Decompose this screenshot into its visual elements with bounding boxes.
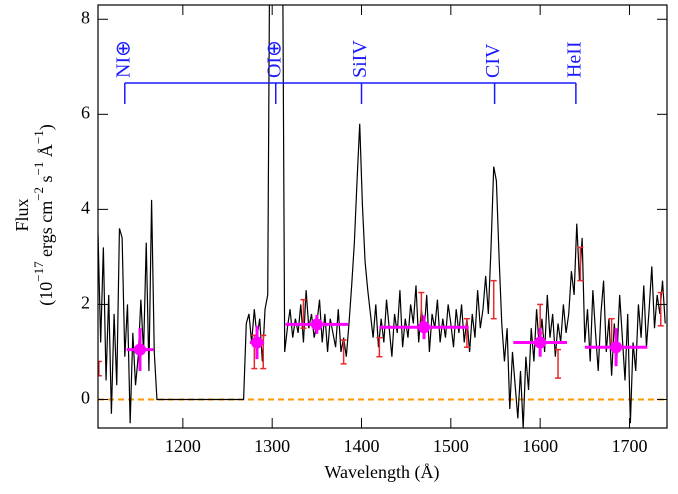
bin-point xyxy=(534,336,547,349)
y-axis-label-part: ) xyxy=(36,124,57,130)
error-bar xyxy=(490,279,497,320)
y-tick-label: 4 xyxy=(81,197,90,217)
y-axis-label-part: s xyxy=(36,175,56,187)
line-id-label: HeII xyxy=(563,41,585,78)
plot-area xyxy=(98,5,667,428)
x-tick-label: 1400 xyxy=(344,436,380,456)
error-bar xyxy=(577,246,584,282)
error-bar xyxy=(376,336,383,358)
x-tick-label: 1200 xyxy=(165,436,201,456)
bin-point xyxy=(418,321,431,334)
plot-frame xyxy=(97,4,668,429)
bin-point xyxy=(310,318,323,331)
x-tick-label: 1700 xyxy=(611,436,647,456)
x-tick-label: 1600 xyxy=(522,436,558,456)
y-axis-label-part: −17 xyxy=(31,261,46,282)
line-id-label: NI⊕ xyxy=(112,40,134,78)
bin-point xyxy=(133,343,146,356)
bin-point xyxy=(610,341,623,354)
error-bar xyxy=(340,339,347,365)
y-tick-label: 8 xyxy=(81,7,90,27)
y-axis-label-part: −1 xyxy=(31,130,46,144)
error-bar xyxy=(98,360,102,377)
line-id-label: CIV xyxy=(482,43,504,78)
y-axis-label-part: (10 xyxy=(36,282,57,306)
bin-point xyxy=(250,336,263,349)
y-tick-label: 2 xyxy=(81,293,90,313)
error-bar xyxy=(260,334,267,370)
x-axis-label: Wavelength (Å) xyxy=(324,462,439,483)
y-axis-label-part: −1 xyxy=(31,162,46,176)
error-bar xyxy=(555,348,562,379)
y-axis-label-part: −2 xyxy=(31,187,46,201)
y-axis-label: Flux xyxy=(12,198,32,231)
x-tick-label: 1500 xyxy=(433,436,469,456)
line-id-label: OI⊕ xyxy=(263,40,285,78)
y-tick-label: 0 xyxy=(81,388,90,408)
y-axis-label-part: Å xyxy=(36,144,56,162)
y-tick-label: 6 xyxy=(81,102,90,122)
error-bar xyxy=(463,317,470,348)
error-bar xyxy=(657,291,664,327)
line-id-label: SiIV xyxy=(349,40,371,78)
x-tick-label: 1300 xyxy=(254,436,290,456)
y-axis-label-part: ergs cm xyxy=(36,201,56,262)
y-axis-label-units: (10−17 ergs cm−2 s−1 Å−1) xyxy=(31,124,57,306)
